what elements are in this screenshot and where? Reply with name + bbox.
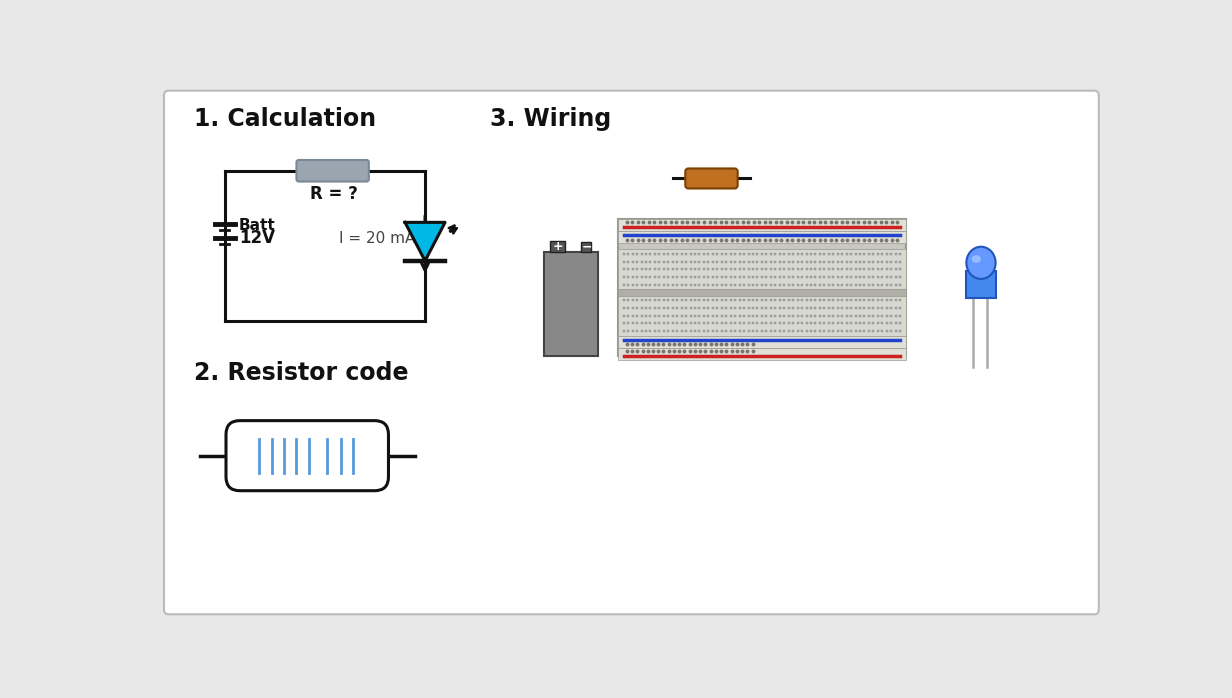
Text: R = ?: R = ?: [310, 185, 359, 202]
Ellipse shape: [966, 246, 995, 279]
Ellipse shape: [972, 255, 981, 263]
Text: Batt: Batt: [239, 218, 276, 233]
Text: −: −: [582, 241, 593, 253]
FancyBboxPatch shape: [297, 160, 368, 181]
Bar: [617, 295, 907, 336]
Bar: [617, 348, 907, 360]
Text: I = 20 mA: I = 20 mA: [340, 231, 416, 246]
FancyBboxPatch shape: [164, 91, 1099, 614]
Text: 2. Resistor code: 2. Resistor code: [195, 361, 409, 385]
Bar: [617, 231, 907, 243]
Bar: [617, 249, 907, 290]
Bar: [617, 336, 907, 348]
FancyBboxPatch shape: [685, 168, 738, 188]
Text: 1. Calculation: 1. Calculation: [195, 107, 376, 131]
FancyBboxPatch shape: [225, 421, 388, 491]
Bar: [549, 241, 565, 251]
Bar: [543, 251, 598, 355]
Bar: [580, 242, 591, 251]
Text: +: +: [552, 239, 563, 253]
Bar: [617, 218, 907, 355]
Bar: [617, 218, 907, 231]
Text: 12V: 12V: [239, 229, 275, 247]
Bar: [617, 290, 907, 295]
Text: 3. Wiring: 3. Wiring: [490, 107, 611, 131]
Bar: [966, 271, 995, 298]
Polygon shape: [405, 223, 445, 261]
